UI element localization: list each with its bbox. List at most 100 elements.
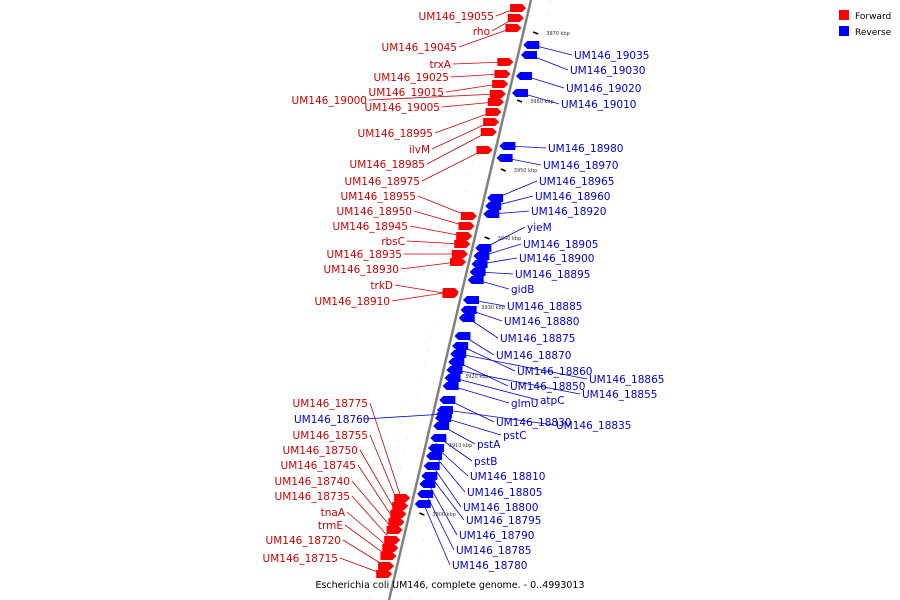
- gene-label-um146-18995[interactable]: UM146_18995: [358, 128, 433, 140]
- gene-label-um146-18780[interactable]: UM146_18780: [452, 560, 527, 572]
- gene-label-um146-18785[interactable]: UM146_18785: [456, 545, 531, 557]
- gene-label-um146-18865[interactable]: UM146_18865: [589, 374, 664, 386]
- gene-label-um146-19030[interactable]: UM146_19030: [570, 65, 645, 77]
- gene-label-um146-19045[interactable]: UM146_19045: [382, 42, 457, 54]
- feature-um146-18745[interactable]: [388, 518, 405, 526]
- feature-trxa[interactable]: [497, 58, 514, 66]
- feature-um146-18760[interactable]: [436, 410, 453, 418]
- gene-label-rbsc[interactable]: rbsC: [381, 236, 405, 248]
- gene-label-um146-19055[interactable]: UM146_19055: [419, 11, 494, 23]
- gene-label-um146-18715[interactable]: UM146_18715: [263, 553, 338, 565]
- feature-trme[interactable]: [380, 552, 397, 560]
- feature-um146-18715[interactable]: [376, 570, 393, 578]
- gene-label-um146-18830[interactable]: UM146_18830: [496, 417, 571, 429]
- gene-label-um146-19020[interactable]: UM146_19020: [566, 83, 641, 95]
- feature-glmu[interactable]: [442, 382, 459, 390]
- feature-um146-18720[interactable]: [378, 562, 395, 570]
- feature-um146-18935[interactable]: [451, 250, 468, 258]
- feature-tnaa[interactable]: [382, 544, 399, 552]
- feature-um146-18930[interactable]: [449, 258, 466, 266]
- feature-um146-18790[interactable]: [419, 480, 436, 488]
- feature-um146-18875[interactable]: [458, 314, 475, 322]
- feature-um146-19010[interactable]: [511, 89, 528, 97]
- feature-um146-19015[interactable]: [492, 80, 509, 88]
- feature-um146-18850[interactable]: [448, 358, 465, 366]
- gene-label-tnaa[interactable]: tnaA: [321, 507, 346, 519]
- gene-label-um146-18920[interactable]: UM146_18920: [531, 206, 606, 218]
- feature-um146-18755[interactable]: [392, 502, 409, 510]
- gene-label-um146-18935[interactable]: UM146_18935: [327, 249, 402, 261]
- gene-label-um146-19015[interactable]: UM146_19015: [369, 87, 444, 99]
- gene-label-um146-18870[interactable]: UM146_18870: [496, 350, 571, 362]
- feature-um146-19000[interactable]: [489, 90, 506, 98]
- gene-label-trme[interactable]: trmE: [318, 520, 343, 532]
- gene-label-um146-18860[interactable]: UM146_18860: [517, 366, 592, 378]
- gene-label-trxa[interactable]: trxA: [429, 59, 451, 71]
- gene-label-um146-18835[interactable]: UM146_18835: [556, 420, 631, 432]
- gene-label-ilvm[interactable]: ilvM: [409, 144, 430, 156]
- gene-label-um146-18930[interactable]: UM146_18930: [324, 264, 399, 276]
- gene-label-um146-18970[interactable]: UM146_18970: [543, 160, 618, 172]
- feature-um146-18965[interactable]: [487, 194, 504, 202]
- gene-label-um146-19000[interactable]: UM146_19000: [292, 95, 367, 107]
- gene-label-um146-18800[interactable]: UM146_18800: [463, 502, 538, 514]
- gene-label-um146-18740[interactable]: UM146_18740: [275, 476, 350, 488]
- gene-label-um146-18750[interactable]: UM146_18750: [283, 445, 358, 457]
- gene-label-psta[interactable]: pstA: [477, 439, 501, 451]
- feature-yiem[interactable]: [475, 244, 492, 252]
- gene-label-rho[interactable]: rho: [473, 26, 490, 38]
- feature-um146-18995[interactable]: [485, 108, 502, 116]
- gene-label-um146-18885[interactable]: UM146_18885: [507, 301, 582, 313]
- gene-label-um146-18745[interactable]: UM146_18745: [281, 460, 356, 472]
- gene-label-um146-19005[interactable]: UM146_19005: [365, 102, 440, 114]
- gene-label-um146-18850[interactable]: UM146_18850: [510, 381, 585, 393]
- feature-um146-18775[interactable]: [394, 494, 411, 502]
- feature-um146-18980[interactable]: [499, 142, 516, 150]
- gene-label-um146-18735[interactable]: UM146_18735: [275, 491, 350, 503]
- feature-um146-18920[interactable]: [483, 210, 500, 218]
- feature-um146-18785[interactable]: [417, 490, 434, 498]
- feature-um146-18860[interactable]: [452, 342, 469, 350]
- gene-label-um146-18790[interactable]: UM146_18790: [459, 530, 534, 542]
- feature-um146-18880[interactable]: [460, 306, 477, 314]
- gene-label-atpc[interactable]: atpC: [540, 395, 565, 407]
- gene-label-um146-18900[interactable]: UM146_18900: [519, 253, 594, 265]
- gene-label-um146-18985[interactable]: UM146_18985: [350, 159, 425, 171]
- gene-label-um146-18880[interactable]: UM146_18880: [504, 316, 579, 328]
- feature-um146-18865[interactable]: [450, 350, 467, 358]
- feature-um146-18960[interactable]: [485, 202, 502, 210]
- gene-label-um146-18805[interactable]: UM146_18805: [467, 487, 542, 499]
- feature-gidb[interactable]: [467, 276, 484, 284]
- feature-um146-18895[interactable]: [469, 268, 486, 276]
- gene-label-um146-18875[interactable]: UM146_18875: [500, 333, 575, 345]
- feature-atpc[interactable]: [444, 374, 461, 382]
- gene-label-gidb[interactable]: gidB: [511, 284, 534, 296]
- gene-label-um146-18950[interactable]: UM146_18950: [337, 206, 412, 218]
- feature-um146-18855[interactable]: [446, 366, 463, 374]
- feature-ilvm[interactable]: [483, 118, 500, 126]
- feature-um146-18970[interactable]: [496, 154, 513, 162]
- gene-label-um146-18960[interactable]: UM146_18960: [535, 191, 610, 203]
- feature-um146-18905[interactable]: [473, 252, 490, 260]
- feature-um146-19045[interactable]: [505, 24, 522, 32]
- feature-um146-19035[interactable]: [523, 41, 540, 49]
- gene-label-um146-18720[interactable]: UM146_18720: [266, 535, 341, 547]
- feature-um146-18955[interactable]: [460, 212, 477, 220]
- feature-rbsc[interactable]: [454, 240, 471, 248]
- gene-label-pstc[interactable]: pstC: [503, 430, 527, 442]
- gene-label-um146-18755[interactable]: UM146_18755: [293, 430, 368, 442]
- feature-um146-18800[interactable]: [423, 462, 440, 470]
- feature-um146-19030[interactable]: [520, 51, 537, 59]
- gene-label-glmu[interactable]: glmU: [511, 398, 539, 410]
- gene-label-um146-19035[interactable]: UM146_19035: [574, 50, 649, 62]
- feature-um146-19025[interactable]: [494, 70, 511, 78]
- feature-um146-18750[interactable]: [390, 510, 407, 518]
- gene-label-um146-18905[interactable]: UM146_18905: [523, 239, 598, 251]
- feature-um146-18945[interactable]: [456, 232, 473, 240]
- gene-label-um146-18775[interactable]: UM146_18775: [293, 398, 368, 410]
- gene-label-um146-18910[interactable]: UM146_18910: [315, 296, 390, 308]
- feature-um146-18900[interactable]: [471, 260, 488, 268]
- feature-um146-18910[interactable]: [442, 288, 459, 296]
- feature-um146-18735[interactable]: [384, 536, 401, 544]
- feature-pstb[interactable]: [430, 434, 447, 442]
